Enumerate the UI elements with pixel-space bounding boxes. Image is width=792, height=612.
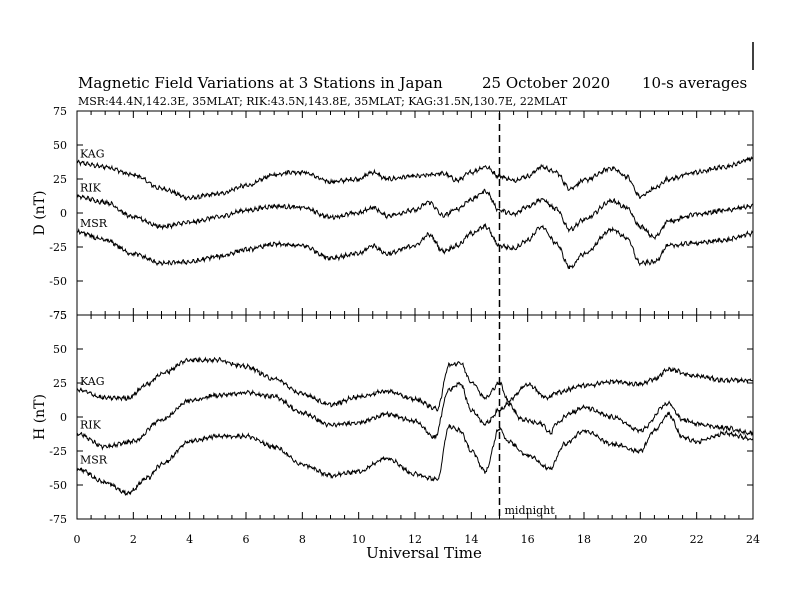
x-tick-label: 14 bbox=[464, 533, 478, 546]
y-tick-label: 75 bbox=[53, 309, 67, 322]
y-tick-label: 25 bbox=[53, 173, 67, 186]
x-axis-ticks: 0 2 4 6 8 10 12 14 16 18 20 22 24 bbox=[74, 533, 761, 546]
x-tick-label: 24 bbox=[746, 533, 760, 546]
x-tick-label: 16 bbox=[521, 533, 535, 546]
y-tick-label: 0 bbox=[60, 207, 67, 220]
x-tick-label: 4 bbox=[186, 533, 193, 546]
y-tick-label: -25 bbox=[49, 241, 67, 254]
x-tick-label: 18 bbox=[577, 533, 591, 546]
series-line-h-kag bbox=[76, 356, 754, 412]
y-tick-label: 75 bbox=[53, 105, 67, 118]
series-label-d-msr: MSR bbox=[80, 217, 108, 230]
series-layer: KAG RIK MSR KAG RIK MSR bbox=[76, 148, 754, 496]
x-tick-label: 10 bbox=[352, 533, 366, 546]
series-label-d-kag: KAG bbox=[80, 148, 105, 161]
x-tick-label: 6 bbox=[243, 533, 250, 546]
y-tick-label: -75 bbox=[49, 309, 67, 322]
series-line-h-rik bbox=[77, 381, 754, 451]
panel-h-ylabel: H (nT) bbox=[32, 394, 48, 440]
x-tick-label: 2 bbox=[130, 533, 137, 546]
y-tick-label: 25 bbox=[53, 377, 67, 390]
series-label-h-rik: RIK bbox=[80, 418, 102, 431]
series-label-h-kag: KAG bbox=[80, 375, 105, 388]
y-tick-label: -75 bbox=[49, 513, 67, 526]
chart-date: 25 October 2020 bbox=[482, 74, 610, 92]
series-label-d-rik: RIK bbox=[80, 182, 102, 195]
y-tick-label: -50 bbox=[49, 275, 67, 288]
x-tick-label: 20 bbox=[633, 533, 647, 546]
chart-averaging: 10-s averages bbox=[642, 74, 747, 92]
y-tick-label: -25 bbox=[49, 445, 67, 458]
panel-h-frame bbox=[76, 314, 754, 520]
series-line-d-rik bbox=[76, 188, 754, 241]
panel-d-ylabel: D (nT) bbox=[32, 191, 48, 236]
y-tick-label: 0 bbox=[60, 411, 67, 424]
x-tick-label: 22 bbox=[690, 533, 704, 546]
series-line-d-kag bbox=[76, 156, 754, 201]
x-tick-label: 0 bbox=[74, 533, 81, 546]
chart-subtitle: MSR:44.4N,142.3E, 35MLAT; RIK:43.5N,143.… bbox=[78, 95, 568, 108]
x-tick-label: 8 bbox=[299, 533, 306, 546]
x-tick-label: 12 bbox=[408, 533, 422, 546]
series-label-h-msr: MSR bbox=[80, 454, 108, 467]
y-tick-label: -50 bbox=[49, 479, 67, 492]
chart-title: Magnetic Field Variations at 3 Stations … bbox=[78, 74, 443, 92]
panel-d-y-ticks: 75 50 25 0 -25 -50 -75 bbox=[49, 105, 754, 322]
series-line-h-msr bbox=[76, 411, 754, 496]
y-tick-label: 50 bbox=[53, 139, 67, 152]
midnight-label: midnight bbox=[505, 504, 556, 517]
y-tick-label: 50 bbox=[53, 343, 67, 356]
panel-h-y-ticks: 75 50 25 0 -25 -50 -75 bbox=[49, 309, 754, 526]
series-line-d-msr bbox=[76, 222, 754, 270]
x-axis-label: Universal Time bbox=[366, 544, 482, 562]
